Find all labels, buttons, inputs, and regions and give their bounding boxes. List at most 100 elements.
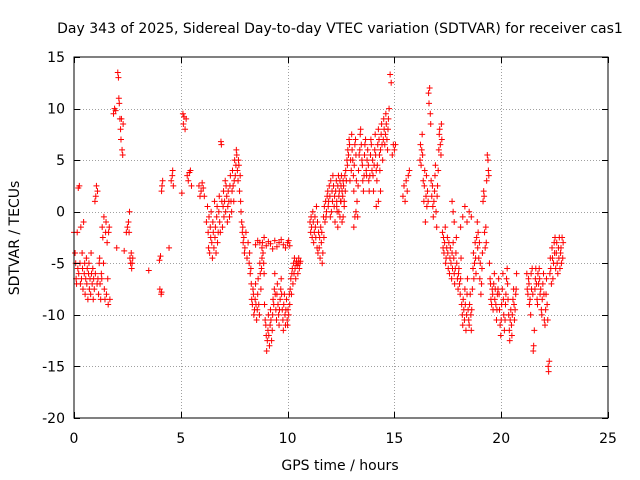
data-point (313, 203, 320, 210)
data-point (485, 172, 492, 179)
data-point (157, 253, 164, 260)
data-point (271, 270, 278, 277)
data-point (112, 107, 119, 114)
data-point (468, 213, 475, 220)
data-point (546, 358, 553, 365)
data-point (187, 167, 194, 174)
data-point (423, 193, 430, 200)
data-point (217, 229, 224, 236)
data-point (76, 182, 83, 189)
data-point (214, 203, 221, 210)
data-point (528, 270, 535, 277)
data-point (212, 224, 219, 231)
data-point (509, 311, 516, 318)
data-point (451, 219, 458, 226)
data-point (270, 296, 277, 303)
data-point (525, 275, 532, 282)
data-point (456, 280, 463, 287)
data-point (438, 136, 445, 143)
y-tick-label: 10 (47, 102, 65, 118)
data-point (106, 296, 113, 303)
data-point (320, 234, 327, 241)
data-point (311, 213, 318, 220)
data-point (188, 182, 195, 189)
data-point (460, 296, 467, 303)
data-point (332, 219, 339, 226)
data-point (94, 188, 101, 195)
data-point (106, 224, 113, 231)
data-point (482, 224, 489, 231)
y-tick-label: -5 (51, 256, 65, 272)
data-point (204, 203, 211, 210)
data-point (464, 219, 471, 226)
data-point (389, 151, 396, 158)
data-point (238, 208, 245, 215)
data-point (375, 126, 382, 133)
data-point (481, 229, 488, 236)
data-point (99, 224, 106, 231)
data-point (482, 244, 489, 251)
data-point (282, 244, 289, 251)
data-point (480, 188, 487, 195)
data-point (530, 342, 537, 349)
data-point (474, 219, 481, 226)
data-point (534, 296, 541, 303)
data-point (557, 249, 564, 256)
data-point (391, 146, 398, 153)
data-point (541, 322, 548, 329)
data-point (170, 182, 177, 189)
data-point (455, 270, 462, 277)
data-point (346, 136, 353, 143)
data-point (377, 146, 384, 153)
data-point (544, 317, 551, 324)
data-point (346, 141, 353, 148)
data-point (276, 322, 283, 329)
x-tick-label: 5 (176, 431, 185, 447)
data-point (385, 115, 392, 122)
data-point (447, 244, 454, 251)
data-point (450, 255, 457, 262)
data-point (526, 301, 533, 308)
data-point (506, 337, 513, 344)
chart-title: Day 343 of 2025, Sidereal Day-to-day VTE… (57, 21, 623, 37)
data-point (475, 229, 482, 236)
data-point (72, 249, 79, 256)
data-point (350, 172, 357, 179)
data-point (255, 301, 262, 308)
data-point (506, 327, 513, 334)
data-point (471, 260, 478, 267)
data-point (484, 151, 491, 158)
data-point (95, 291, 102, 298)
data-point (499, 270, 506, 277)
data-point (356, 151, 363, 158)
data-point (430, 198, 437, 205)
data-point (356, 146, 363, 153)
data-point (208, 208, 215, 215)
data-point (430, 213, 437, 220)
data-point (273, 243, 280, 250)
data-point (425, 90, 432, 97)
data-point (234, 167, 241, 174)
data-point (364, 146, 371, 153)
data-point (263, 347, 270, 354)
data-point (92, 270, 99, 277)
data-point (399, 193, 406, 200)
data-points (71, 69, 567, 375)
data-point (263, 242, 270, 249)
data-point (534, 270, 541, 277)
data-point (468, 306, 475, 313)
data-point (450, 208, 457, 215)
data-point (103, 219, 110, 226)
data-point (496, 291, 503, 298)
data-point (230, 198, 237, 205)
data-point (253, 317, 260, 324)
data-point (353, 177, 360, 184)
data-point (158, 188, 165, 195)
x-tick-label: 25 (599, 431, 617, 447)
data-point (534, 301, 541, 308)
data-point (229, 188, 236, 195)
data-point (549, 244, 556, 251)
data-point (539, 280, 546, 287)
data-point (435, 167, 442, 174)
